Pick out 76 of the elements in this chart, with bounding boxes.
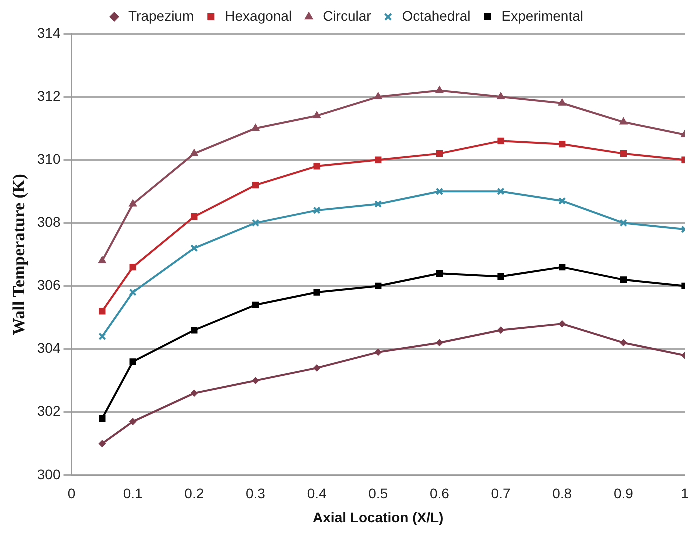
point xyxy=(99,308,106,315)
x-tick-label: 0 xyxy=(68,486,76,502)
y-tick-label: 314 xyxy=(37,24,61,41)
point xyxy=(99,415,106,422)
point xyxy=(130,264,136,271)
point xyxy=(313,111,322,118)
point xyxy=(252,182,260,189)
point xyxy=(98,256,106,264)
point xyxy=(436,270,444,277)
point xyxy=(374,348,382,356)
y-tick-label: 300 xyxy=(37,466,61,482)
y-tick-label: 312 xyxy=(37,88,61,104)
point xyxy=(375,156,382,164)
x-tick-label: 0.2 xyxy=(184,486,204,502)
legend-label: Hexagonal xyxy=(225,8,292,24)
point xyxy=(130,358,136,366)
point xyxy=(559,141,566,148)
y-tick-label: 304 xyxy=(37,340,61,356)
point xyxy=(130,418,137,426)
point xyxy=(129,288,137,296)
point xyxy=(190,149,198,156)
point xyxy=(252,124,260,132)
point xyxy=(620,118,628,125)
x-tick-label: 0.5 xyxy=(368,486,388,502)
point xyxy=(129,200,138,207)
point xyxy=(436,339,444,346)
x-tick-label: 0.3 xyxy=(246,486,266,502)
point xyxy=(620,276,628,284)
point xyxy=(620,219,628,227)
point xyxy=(498,326,505,334)
legend-label: Trapezium xyxy=(128,8,194,24)
point xyxy=(497,188,505,196)
y-tick-label: 306 xyxy=(37,277,61,294)
x-tick-label: 0.6 xyxy=(430,486,450,502)
y-tick-label: 308 xyxy=(37,214,61,230)
point xyxy=(314,364,321,372)
point xyxy=(497,92,505,100)
x-tick-label: 0.8 xyxy=(552,486,572,502)
y-axis-title: Wall Temperature (K) xyxy=(10,174,29,336)
point xyxy=(374,92,382,100)
x-tick-label: 0.4 xyxy=(307,486,327,502)
point xyxy=(436,150,444,158)
x-tick-label: 0.9 xyxy=(614,486,634,502)
point xyxy=(558,98,566,106)
x-tick-label: 1 xyxy=(681,486,690,502)
point xyxy=(558,197,566,205)
x-tick-label: 0.1 xyxy=(123,486,144,502)
point xyxy=(375,282,382,290)
point xyxy=(620,339,628,346)
legend-label: Circular xyxy=(323,8,372,24)
point xyxy=(314,289,320,296)
point xyxy=(252,302,260,308)
point xyxy=(436,188,444,196)
y-tick-label: 310 xyxy=(37,150,61,167)
point xyxy=(558,320,566,328)
point xyxy=(190,244,198,252)
point xyxy=(252,377,260,384)
point xyxy=(98,332,106,341)
point xyxy=(98,440,106,448)
x-tick-label: 0.7 xyxy=(491,486,511,502)
point xyxy=(559,264,566,271)
y-tick-label: 302 xyxy=(37,403,61,420)
point xyxy=(498,273,504,280)
legend-label: Experimental xyxy=(502,8,584,24)
point xyxy=(190,390,198,397)
x-axis-title: Axial Location (X/L) xyxy=(313,509,444,526)
point xyxy=(191,327,198,334)
point xyxy=(313,206,321,214)
legend-label: Octahedral xyxy=(402,8,471,24)
point xyxy=(436,86,444,94)
point xyxy=(498,138,504,145)
point xyxy=(374,200,382,208)
point xyxy=(191,214,198,220)
point xyxy=(314,163,320,170)
point xyxy=(252,219,260,227)
point xyxy=(620,150,628,158)
